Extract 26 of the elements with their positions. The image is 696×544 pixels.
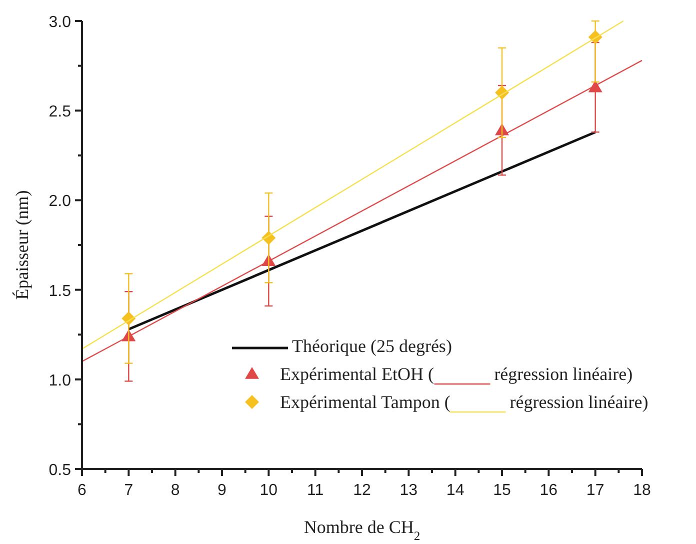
x-tick-label: 10 xyxy=(260,482,278,499)
x-axis-title: Nombre de CH$_{2}$ xyxy=(304,517,420,543)
x-tick-label: 13 xyxy=(400,482,418,499)
y-tick-label: 1.5 xyxy=(48,282,72,300)
y-tick-label: 3.0 xyxy=(48,14,72,31)
legend-label: Expérimental Tampon ( xyxy=(280,392,450,412)
legend-label: Théorique (25 degrés) xyxy=(292,336,452,356)
y-tick-label: 0.5 xyxy=(48,462,72,479)
x-tick-label: 16 xyxy=(540,482,558,499)
legend-label: régression linéaire) xyxy=(510,392,648,412)
y-tick-label: 1.0 xyxy=(48,372,72,390)
x-tick-label: 8 xyxy=(170,482,180,499)
x-tick-label: 15 xyxy=(493,482,511,499)
x-tick-label: 18 xyxy=(633,482,651,499)
x-tick-label: 6 xyxy=(78,482,87,499)
x-tick-label: 12 xyxy=(353,482,371,499)
x-tick-label: 9 xyxy=(218,482,227,499)
x-tick-label: 14 xyxy=(446,482,464,499)
y-tick-label: 2.0 xyxy=(48,193,72,210)
x-tick-label: 11 xyxy=(307,482,324,499)
legend-label: Expérimental EtOH ( xyxy=(280,364,434,384)
y-axis-title: Épaisseur (nm) xyxy=(12,190,32,300)
y-tick-label: 2.5 xyxy=(48,104,72,121)
legend-label: régression linéaire) xyxy=(494,364,633,384)
x-tick-label: 7 xyxy=(124,482,134,499)
x-tick-label: 17 xyxy=(586,482,604,499)
